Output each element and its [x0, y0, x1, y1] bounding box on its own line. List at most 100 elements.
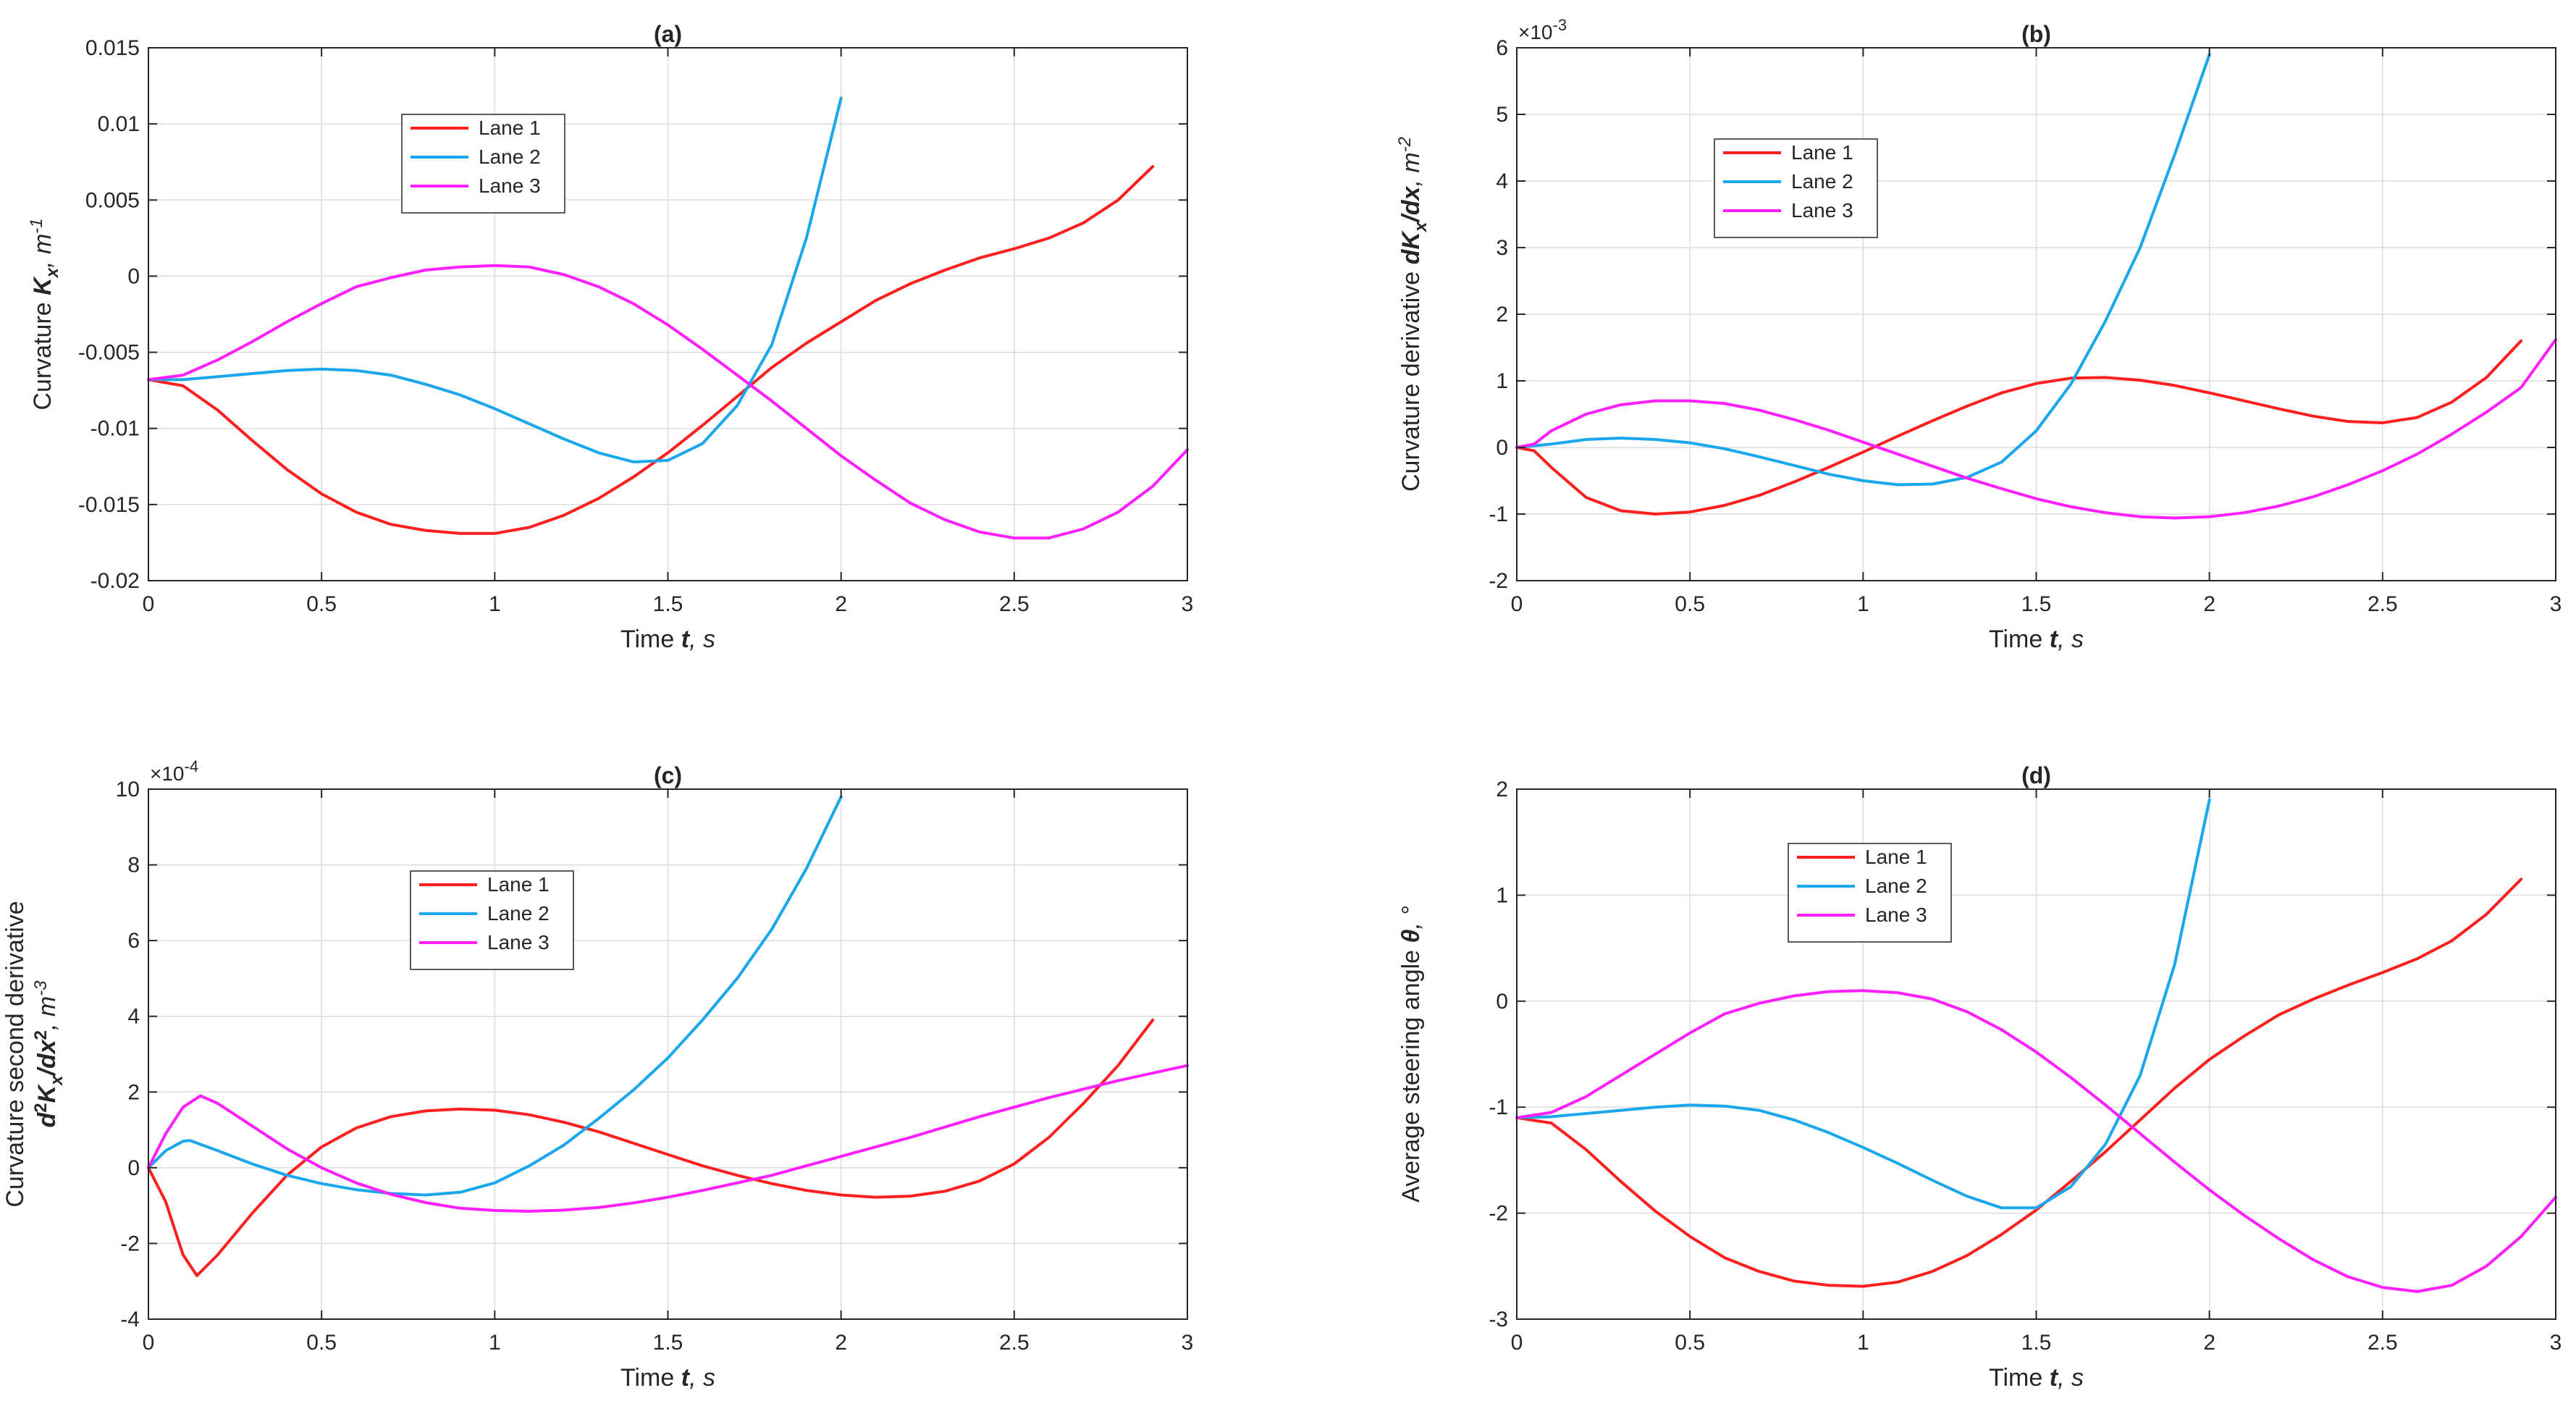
y-tick-label: -0.005	[78, 341, 140, 365]
y-tick-label: -0.02	[91, 569, 140, 593]
series-line-lane-3	[147, 1064, 1189, 1213]
y-tick-label: 0.005	[85, 188, 140, 212]
legend-box	[1714, 138, 1878, 238]
x-tick-label: 1.5	[2021, 592, 2052, 616]
y-tick-label: -1	[1489, 502, 1508, 526]
legend-box	[410, 870, 574, 970]
legend: Lane 1 Lane 2 Lane 3	[410, 870, 574, 970]
chart-panel-a: 0 0.5 1 1.5 2 2.5 3 -0.02 -0.015 -0.01 -0.005 0 0.00…	[27, 21, 1193, 653]
x-tick-label: 0.5	[306, 592, 337, 616]
legend-label-lane-3: Lane 3	[1865, 904, 1927, 926]
x-tick-label: 0.5	[1675, 1331, 1705, 1355]
y-tick-label: 4	[127, 1005, 140, 1029]
x-tick-label: 1	[1857, 592, 1869, 616]
legend: Lane 1 Lane 2 Lane 3	[1714, 138, 1878, 238]
y-exponent-label: ×10-3	[1518, 16, 1567, 43]
y-tick-label: 8	[127, 854, 140, 878]
legend-label-lane-1: Lane 1	[487, 873, 550, 896]
x-tick-label: 3	[2550, 592, 2562, 616]
y-tick-label: 0.015	[85, 36, 140, 60]
x-tick-label: 2.5	[2367, 592, 2398, 616]
y-tick-label: 3	[1496, 236, 1508, 260]
legend: Lane 1 Lane 2 Lane 3	[1788, 843, 1952, 943]
y-tick-label: 0	[127, 264, 140, 288]
chart-panel-d: 0 0.5 1 1.5 2 2.5 3 -3 -2 -1 0 1 2 (d) Time t, s Averag…	[1397, 762, 2562, 1392]
series-line-lane-1	[1515, 339, 2523, 515]
legend-label-lane-3: Lane 3	[479, 174, 541, 197]
x-tick-label: 1	[489, 592, 501, 616]
x-tick-label: 3	[2550, 1331, 2562, 1355]
series-line-lane-3	[147, 264, 1189, 540]
legend-box	[401, 114, 565, 214]
x-tick-label: 3	[1182, 1331, 1194, 1355]
y-tick-label: 0	[1496, 990, 1508, 1014]
y-tick-label: 4	[1496, 169, 1508, 193]
y-tick-label: -4	[120, 1308, 140, 1331]
x-axis-label: Time t, s	[620, 626, 715, 653]
x-tick-label: 0	[1511, 592, 1523, 616]
x-tick-label: 2	[2203, 1331, 2215, 1355]
x-tick-label: 0	[1511, 1331, 1523, 1355]
chart-panel-b: 0 0.5 1 1.5 2 2.5 3 -2 -1 0 1 2 3 4 5 6 (b) ×10-3 Time t, …	[1395, 16, 2562, 653]
chart-title: (a)	[654, 21, 682, 47]
x-tick-label: 2.5	[2367, 1331, 2398, 1355]
x-tick-label: 2.5	[999, 1331, 1030, 1355]
x-tick-label: 0.5	[1675, 592, 1705, 616]
series-line-lane-3	[1515, 989, 2557, 1293]
y-tick-label: 10	[116, 778, 140, 801]
legend-label-lane-3: Lane 3	[487, 931, 550, 954]
y-tick-label: 2	[127, 1080, 140, 1104]
y-tick-label: 6	[1496, 36, 1508, 60]
series-line-lane-1	[1515, 878, 2523, 1288]
x-tick-label: 2	[835, 592, 847, 616]
y-tick-label: 2	[1496, 778, 1508, 801]
y-tick-label: -0.01	[91, 417, 140, 441]
series-line-lane-1	[147, 165, 1155, 535]
legend-label-lane-3: Lane 3	[1791, 199, 1853, 222]
y-tick-label: -2	[1489, 1202, 1508, 1226]
legend-box	[1788, 843, 1952, 943]
y-tick-label: 0	[1496, 436, 1508, 460]
x-tick-label: 1	[489, 1331, 501, 1355]
legend-label-lane-2: Lane 2	[1865, 875, 1927, 897]
y-axis-label: Curvature second derivative	[1, 901, 29, 1207]
x-tick-label: 2	[2203, 592, 2215, 616]
y-axis-label-formula: d2Kx/dx2, m-3	[31, 980, 67, 1128]
y-tick-label: 5	[1496, 103, 1508, 127]
y-tick-label: 1	[1496, 369, 1508, 393]
legend-label-lane-2: Lane 2	[1791, 170, 1853, 193]
y-tick-label: -1	[1489, 1095, 1508, 1119]
x-tick-label: 1.5	[653, 1331, 683, 1355]
series-line-lane-2	[1515, 798, 2211, 1210]
y-axis-label: Curvature derivative dKx/dx, m-2	[1395, 137, 1431, 492]
y-tick-label: -2	[120, 1232, 140, 1255]
x-axis-label: Time t, s	[1989, 1364, 2084, 1392]
x-axis-label: Time t, s	[620, 1364, 715, 1392]
chart-title: (c)	[654, 762, 682, 788]
x-tick-label: 2	[835, 1331, 847, 1355]
x-axis-label: Time t, s	[1989, 626, 2084, 653]
legend-label-lane-2: Lane 2	[487, 902, 550, 925]
y-exponent-label: ×10-4	[150, 757, 198, 785]
x-tick-label: 0	[143, 592, 155, 616]
y-axis-label: Curvature Kx, m-1	[27, 218, 62, 410]
legend-label-lane-1: Lane 1	[479, 117, 541, 139]
y-tick-label: 6	[127, 929, 140, 953]
legend: Lane 1 Lane 2 Lane 3	[401, 114, 565, 214]
y-tick-label: 2	[1496, 303, 1508, 327]
series-line-lane-2	[147, 795, 843, 1197]
legend-label-lane-1: Lane 1	[1791, 141, 1853, 164]
series-line-lane-3	[1515, 338, 2557, 520]
y-axis-label: Average steering angle θ, °	[1397, 906, 1425, 1203]
y-tick-label: 0	[127, 1156, 140, 1180]
legend-label-lane-1: Lane 1	[1865, 846, 1927, 868]
legend-label-lane-2: Lane 2	[479, 146, 541, 168]
series-line-lane-1	[147, 1018, 1155, 1277]
x-tick-label: 2.5	[999, 592, 1030, 616]
y-tick-label: -3	[1489, 1308, 1508, 1331]
y-tick-label: -2	[1489, 569, 1508, 593]
x-tick-label: 1.5	[2021, 1331, 2052, 1355]
y-tick-label: 0.01	[98, 112, 140, 136]
x-tick-label: 1.5	[653, 592, 683, 616]
